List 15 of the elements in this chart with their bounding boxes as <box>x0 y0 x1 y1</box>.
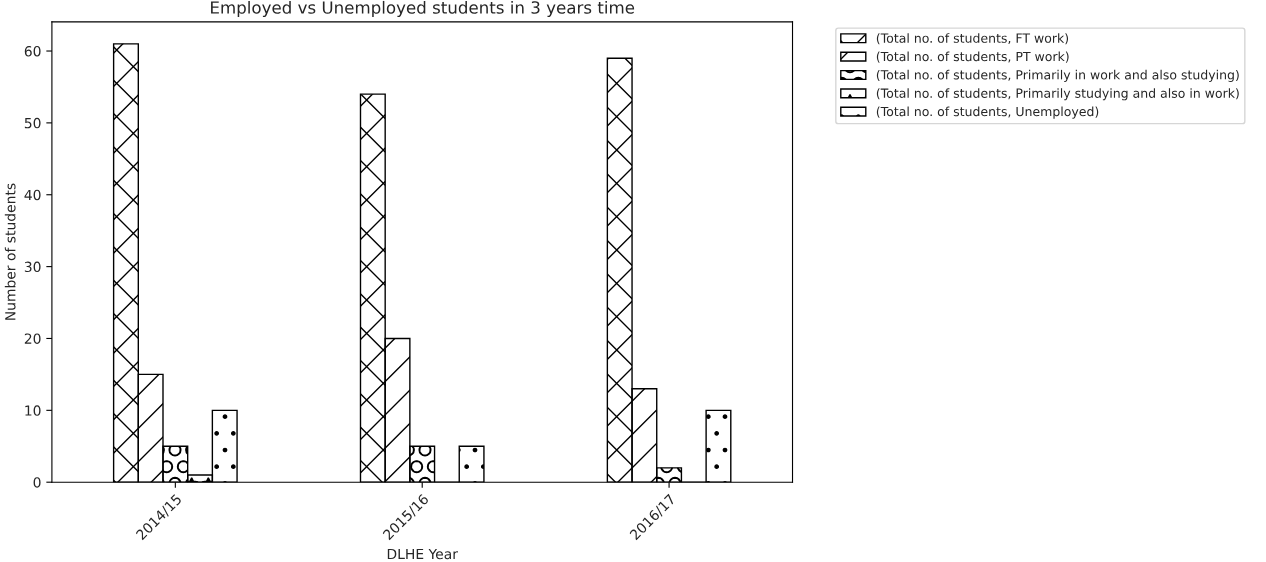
y-tick-label: 20 <box>24 333 41 344</box>
y-tick-label: 10 <box>25 405 41 416</box>
legend-label: (Total no. of students, Primarily studying and also in work) <box>876 88 1239 101</box>
legend-label: (Total no. of students, Unemployed) <box>876 106 1099 119</box>
legend-label: (Total no. of students, PT work) <box>876 51 1069 63</box>
legend-label: (Total no. of students, Primarily in work and also studying) <box>876 69 1239 82</box>
y-tick-label: 40 <box>24 189 41 201</box>
x-axis-title: DLHE Year <box>387 548 458 560</box>
y-axis-title: Number of students <box>4 183 16 320</box>
y-tick-label: 50 <box>24 117 41 129</box>
legend-label: (Total no. of students, FT work) <box>876 33 1069 45</box>
y-tick-label: 0 <box>33 477 41 488</box>
chart-title: Employed vs Unemployed students in 3 years time <box>211 0 635 18</box>
y-tick-label: 30 <box>24 261 41 273</box>
y-tick-label: 60 <box>24 45 41 57</box>
